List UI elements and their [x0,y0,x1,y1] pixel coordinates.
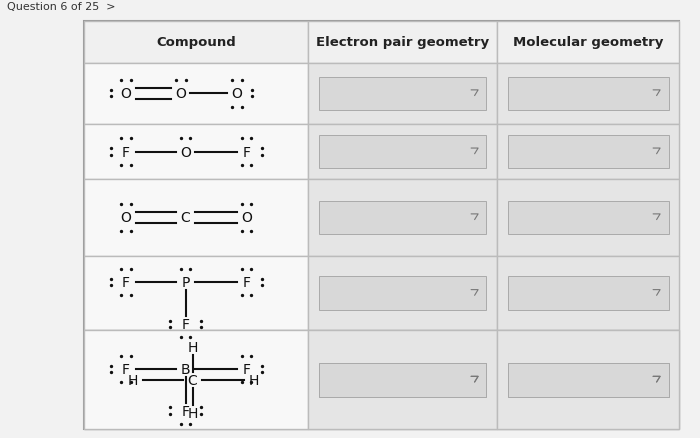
FancyBboxPatch shape [497,64,679,125]
FancyBboxPatch shape [84,125,308,180]
FancyBboxPatch shape [84,180,308,256]
Text: O: O [180,145,191,159]
FancyBboxPatch shape [508,136,668,169]
FancyBboxPatch shape [508,78,668,111]
Text: O: O [231,87,242,101]
FancyBboxPatch shape [308,331,497,429]
FancyBboxPatch shape [318,364,486,397]
FancyBboxPatch shape [508,364,668,397]
Text: H: H [128,373,138,387]
Text: O: O [120,211,132,225]
Text: Molecular geometry: Molecular geometry [513,36,663,49]
FancyBboxPatch shape [84,331,308,429]
Text: C: C [188,373,197,387]
Text: H: H [248,373,258,387]
FancyBboxPatch shape [84,331,308,429]
Text: H: H [188,406,197,420]
Text: F: F [122,276,130,290]
Text: H: H [188,340,197,354]
FancyBboxPatch shape [84,22,679,429]
Text: F: F [242,145,251,159]
FancyBboxPatch shape [84,22,308,64]
FancyBboxPatch shape [497,22,679,64]
FancyBboxPatch shape [497,125,679,180]
FancyBboxPatch shape [308,256,497,331]
Text: F: F [122,145,130,159]
FancyBboxPatch shape [308,22,497,64]
Text: Electron pair geometry: Electron pair geometry [316,36,489,49]
FancyBboxPatch shape [497,256,679,331]
Text: O: O [241,211,252,225]
FancyBboxPatch shape [318,136,486,169]
FancyBboxPatch shape [497,331,679,429]
Text: F: F [242,362,251,376]
FancyBboxPatch shape [84,256,308,331]
FancyBboxPatch shape [508,277,668,310]
FancyBboxPatch shape [318,364,486,397]
Text: B: B [181,362,190,376]
FancyBboxPatch shape [318,78,486,111]
FancyBboxPatch shape [308,125,497,180]
FancyBboxPatch shape [84,64,308,125]
Text: C: C [181,211,190,225]
FancyBboxPatch shape [318,277,486,310]
Text: O: O [120,87,132,101]
Text: F: F [122,362,130,376]
Text: O: O [175,87,186,101]
FancyBboxPatch shape [318,201,486,235]
FancyBboxPatch shape [497,180,679,256]
FancyBboxPatch shape [308,331,497,429]
FancyBboxPatch shape [497,331,679,429]
Text: F: F [181,317,190,331]
Text: F: F [242,276,251,290]
FancyBboxPatch shape [308,180,497,256]
Text: P: P [181,276,190,290]
FancyBboxPatch shape [508,201,668,235]
FancyBboxPatch shape [308,64,497,125]
FancyBboxPatch shape [508,364,668,397]
Text: F: F [181,404,190,417]
Text: Compound: Compound [156,36,236,49]
Text: Question 6 of 25  >: Question 6 of 25 > [7,2,116,12]
